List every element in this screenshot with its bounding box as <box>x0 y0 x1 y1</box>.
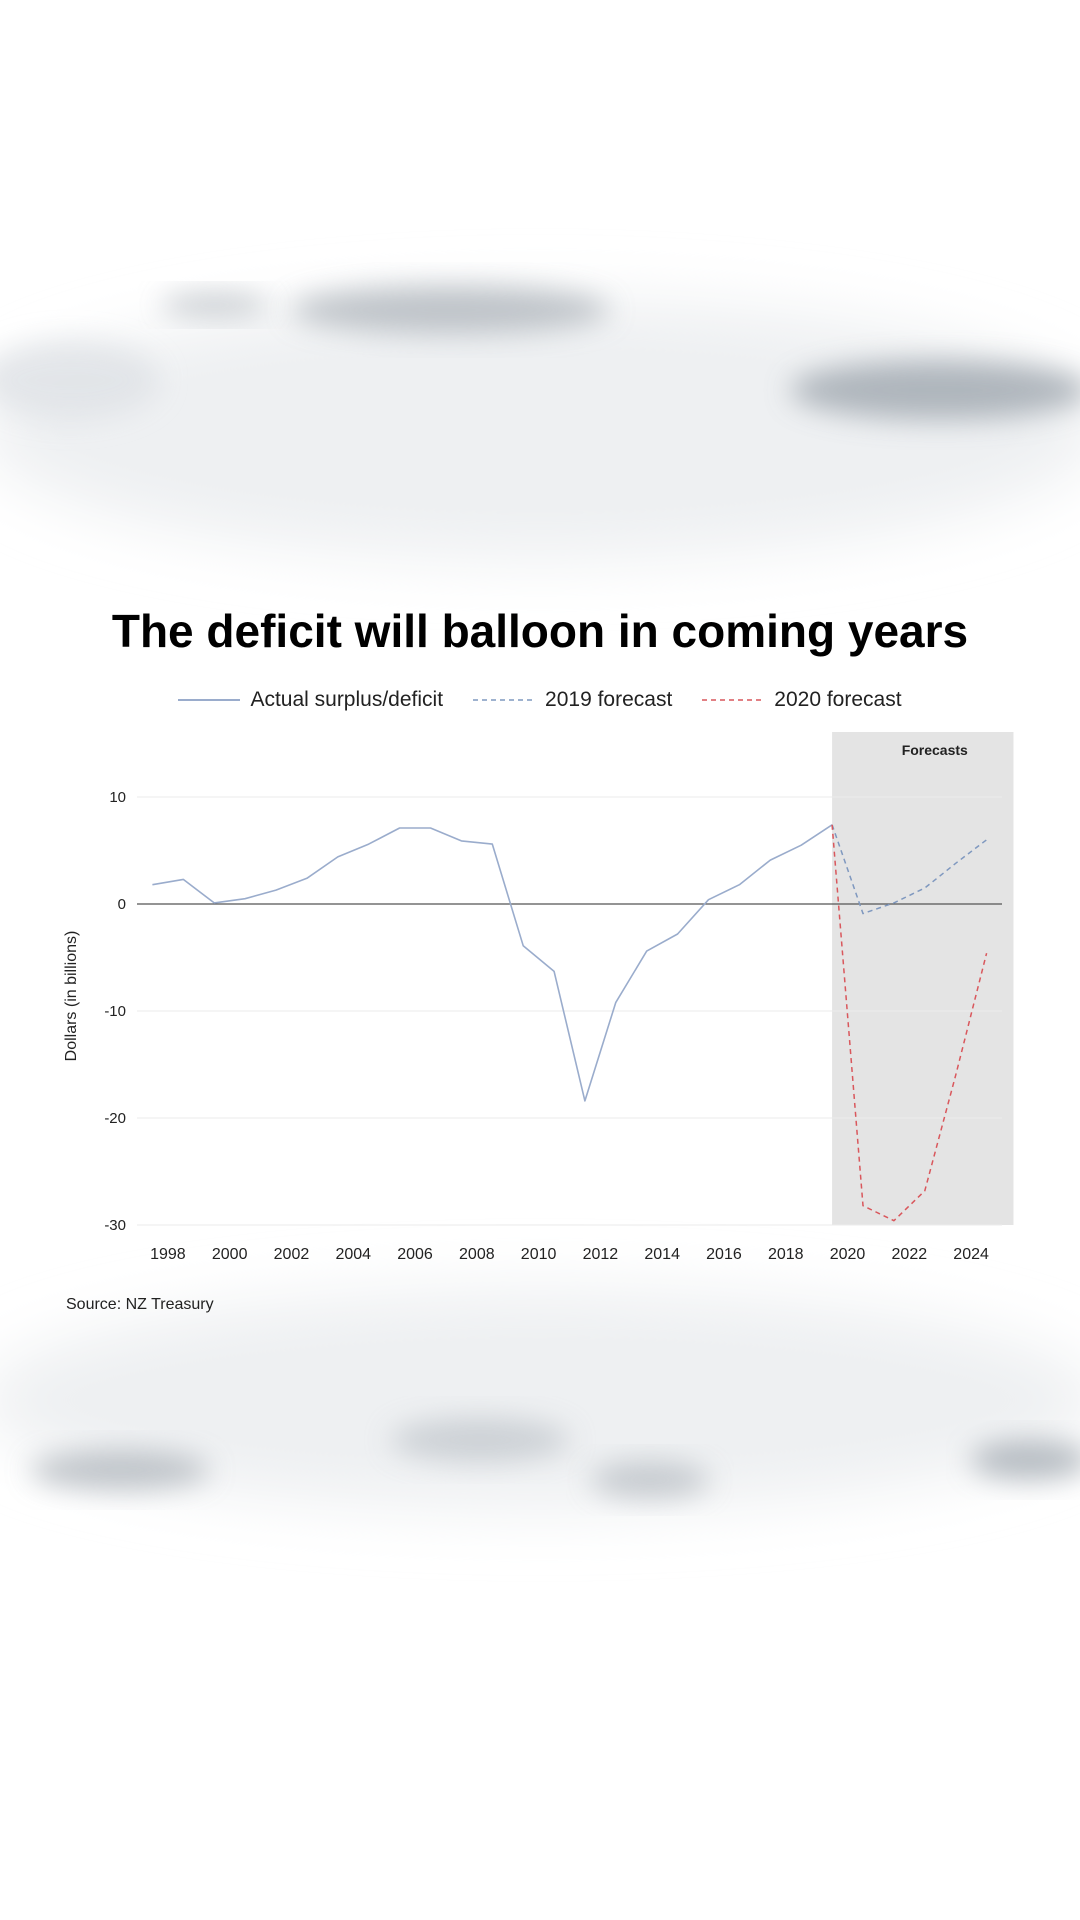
legend-swatch-dashed-red <box>702 699 765 701</box>
x-tick-label: 2020 <box>830 1246 866 1263</box>
legend-swatch-dashed-blue <box>473 699 536 701</box>
x-axis-ticks: 1998 2000 2002 2004 2006 2008 2010 2012 2014 2016… <box>150 1246 989 1263</box>
x-tick-label: 2010 <box>521 1246 557 1263</box>
y-tick-label: 10 <box>109 789 126 806</box>
legend-item-2019: 2019 forecast <box>473 688 672 712</box>
x-tick-label: 2006 <box>397 1246 433 1263</box>
x-tick-label: 1998 <box>150 1246 186 1263</box>
forecast-region-label: Forecasts <box>902 742 968 758</box>
y-axis-label: Dollars (in billions) <box>63 931 80 1062</box>
series-line-actual <box>152 824 833 1102</box>
x-tick-label: 2022 <box>892 1246 928 1263</box>
x-tick-label: 2014 <box>644 1246 680 1263</box>
x-tick-label: 2008 <box>459 1246 495 1263</box>
x-tick-label: 2004 <box>335 1246 371 1263</box>
y-tick-label: -20 <box>104 1110 126 1127</box>
chart-title: The deficit will balloon in coming years <box>111 605 969 657</box>
y-tick-label: 0 <box>118 896 126 913</box>
line-chart: Forecasts 10 0 -10 -20 -30 1998 2000 2002 2004 2… <box>63 732 1014 1263</box>
legend-label-actual: Actual surplus/deficit <box>250 688 444 711</box>
x-tick-label: 2000 <box>212 1246 248 1263</box>
grid-lines <box>137 796 1002 1226</box>
forecast-shaded-region <box>832 732 1014 1225</box>
legend-label-2020: 2020 forecast <box>774 688 902 711</box>
x-tick-label: 2024 <box>953 1246 989 1263</box>
legend-item-actual: Actual surplus/deficit <box>178 688 443 712</box>
x-tick-label: 2002 <box>274 1246 310 1263</box>
y-tick-label: -10 <box>104 1003 126 1020</box>
legend-swatch-solid <box>178 699 241 701</box>
chart-legend: Actual surplus/deficit 2019 forecast 202… <box>0 682 1080 718</box>
series-line-2020-forecast <box>831 824 988 1222</box>
x-tick-label: 2018 <box>768 1246 804 1263</box>
x-tick-label: 2016 <box>706 1246 742 1263</box>
source-note: Source: NZ Treasury <box>66 1296 214 1313</box>
y-tick-label: -30 <box>104 1217 126 1234</box>
legend-item-2020: 2020 forecast <box>702 688 902 712</box>
legend-label-2019: 2019 forecast <box>545 688 673 711</box>
series-lines <box>152 824 988 1222</box>
x-tick-label: 2012 <box>583 1246 619 1263</box>
series-line-2019-forecast <box>831 824 988 915</box>
y-axis-ticks: 10 0 -10 -20 -30 <box>104 789 126 1234</box>
